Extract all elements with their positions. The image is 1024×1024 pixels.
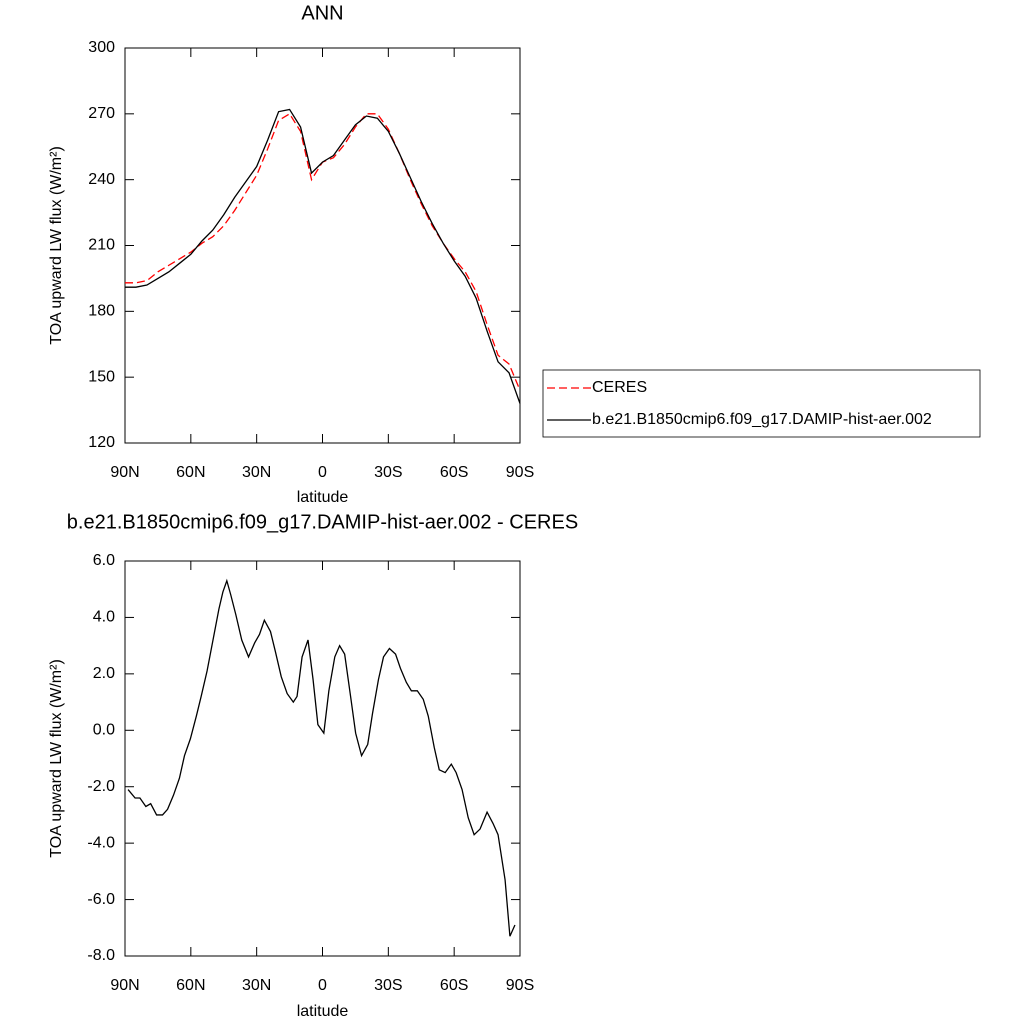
y-tick-label: 120 [88,434,115,451]
x-tick-label: 90S [506,464,534,481]
y-axis-label: TOA upward LW flux (W/m²) [48,146,65,345]
x-tick-label: 60N [176,977,205,994]
y-tick-label: 300 [88,39,115,56]
x-tick-label: 60S [440,464,468,481]
y-tick-label: -4.0 [87,834,115,851]
x-tick-label: 30S [374,464,402,481]
y-tick-label: 240 [88,171,115,188]
data-line [125,112,521,391]
y-tick-label: -2.0 [87,778,115,795]
x-tick-label: 30S [374,977,402,994]
y-tick-label: 180 [88,303,115,320]
y-tick-label: 2.0 [93,665,115,682]
data-line [125,108,521,404]
legend-label: b.e21.B1850cmip6.f09_g17.DAMIP-hist-aer.… [592,411,932,428]
x-tick-label: 0 [318,464,327,481]
chart-title: b.e21.B1850cmip6.f09_g17.DAMIP-hist-aer.… [67,511,578,533]
y-tick-label: 4.0 [93,609,115,626]
x-axis-label: latitude [297,489,349,506]
x-tick-label: 90N [110,977,139,994]
legend-box [542,369,981,438]
x-tick-label: 30N [242,977,271,994]
y-tick-label: -8.0 [87,947,115,964]
y-tick-label: 0.0 [93,722,115,739]
x-tick-label: 30N [242,464,271,481]
chart-title: ANN [301,2,343,24]
y-axis-label: TOA upward LW flux (W/m²) [48,659,65,858]
x-tick-label: 60S [440,977,468,994]
y-tick-label: 150 [88,368,115,385]
x-tick-label: 0 [318,977,327,994]
y-tick-label: 210 [88,237,115,254]
y-tick-label: -6.0 [87,891,115,908]
plot-frame [124,47,521,444]
x-axis-label: latitude [297,1003,349,1020]
legend-label: CERES [592,379,647,396]
x-tick-label: 90N [110,464,139,481]
x-tick-label: 90S [506,977,534,994]
y-tick-label: 6.0 [93,552,115,569]
y-tick-label: 270 [88,105,115,122]
data-line [127,578,516,937]
x-tick-label: 60N [176,464,205,481]
